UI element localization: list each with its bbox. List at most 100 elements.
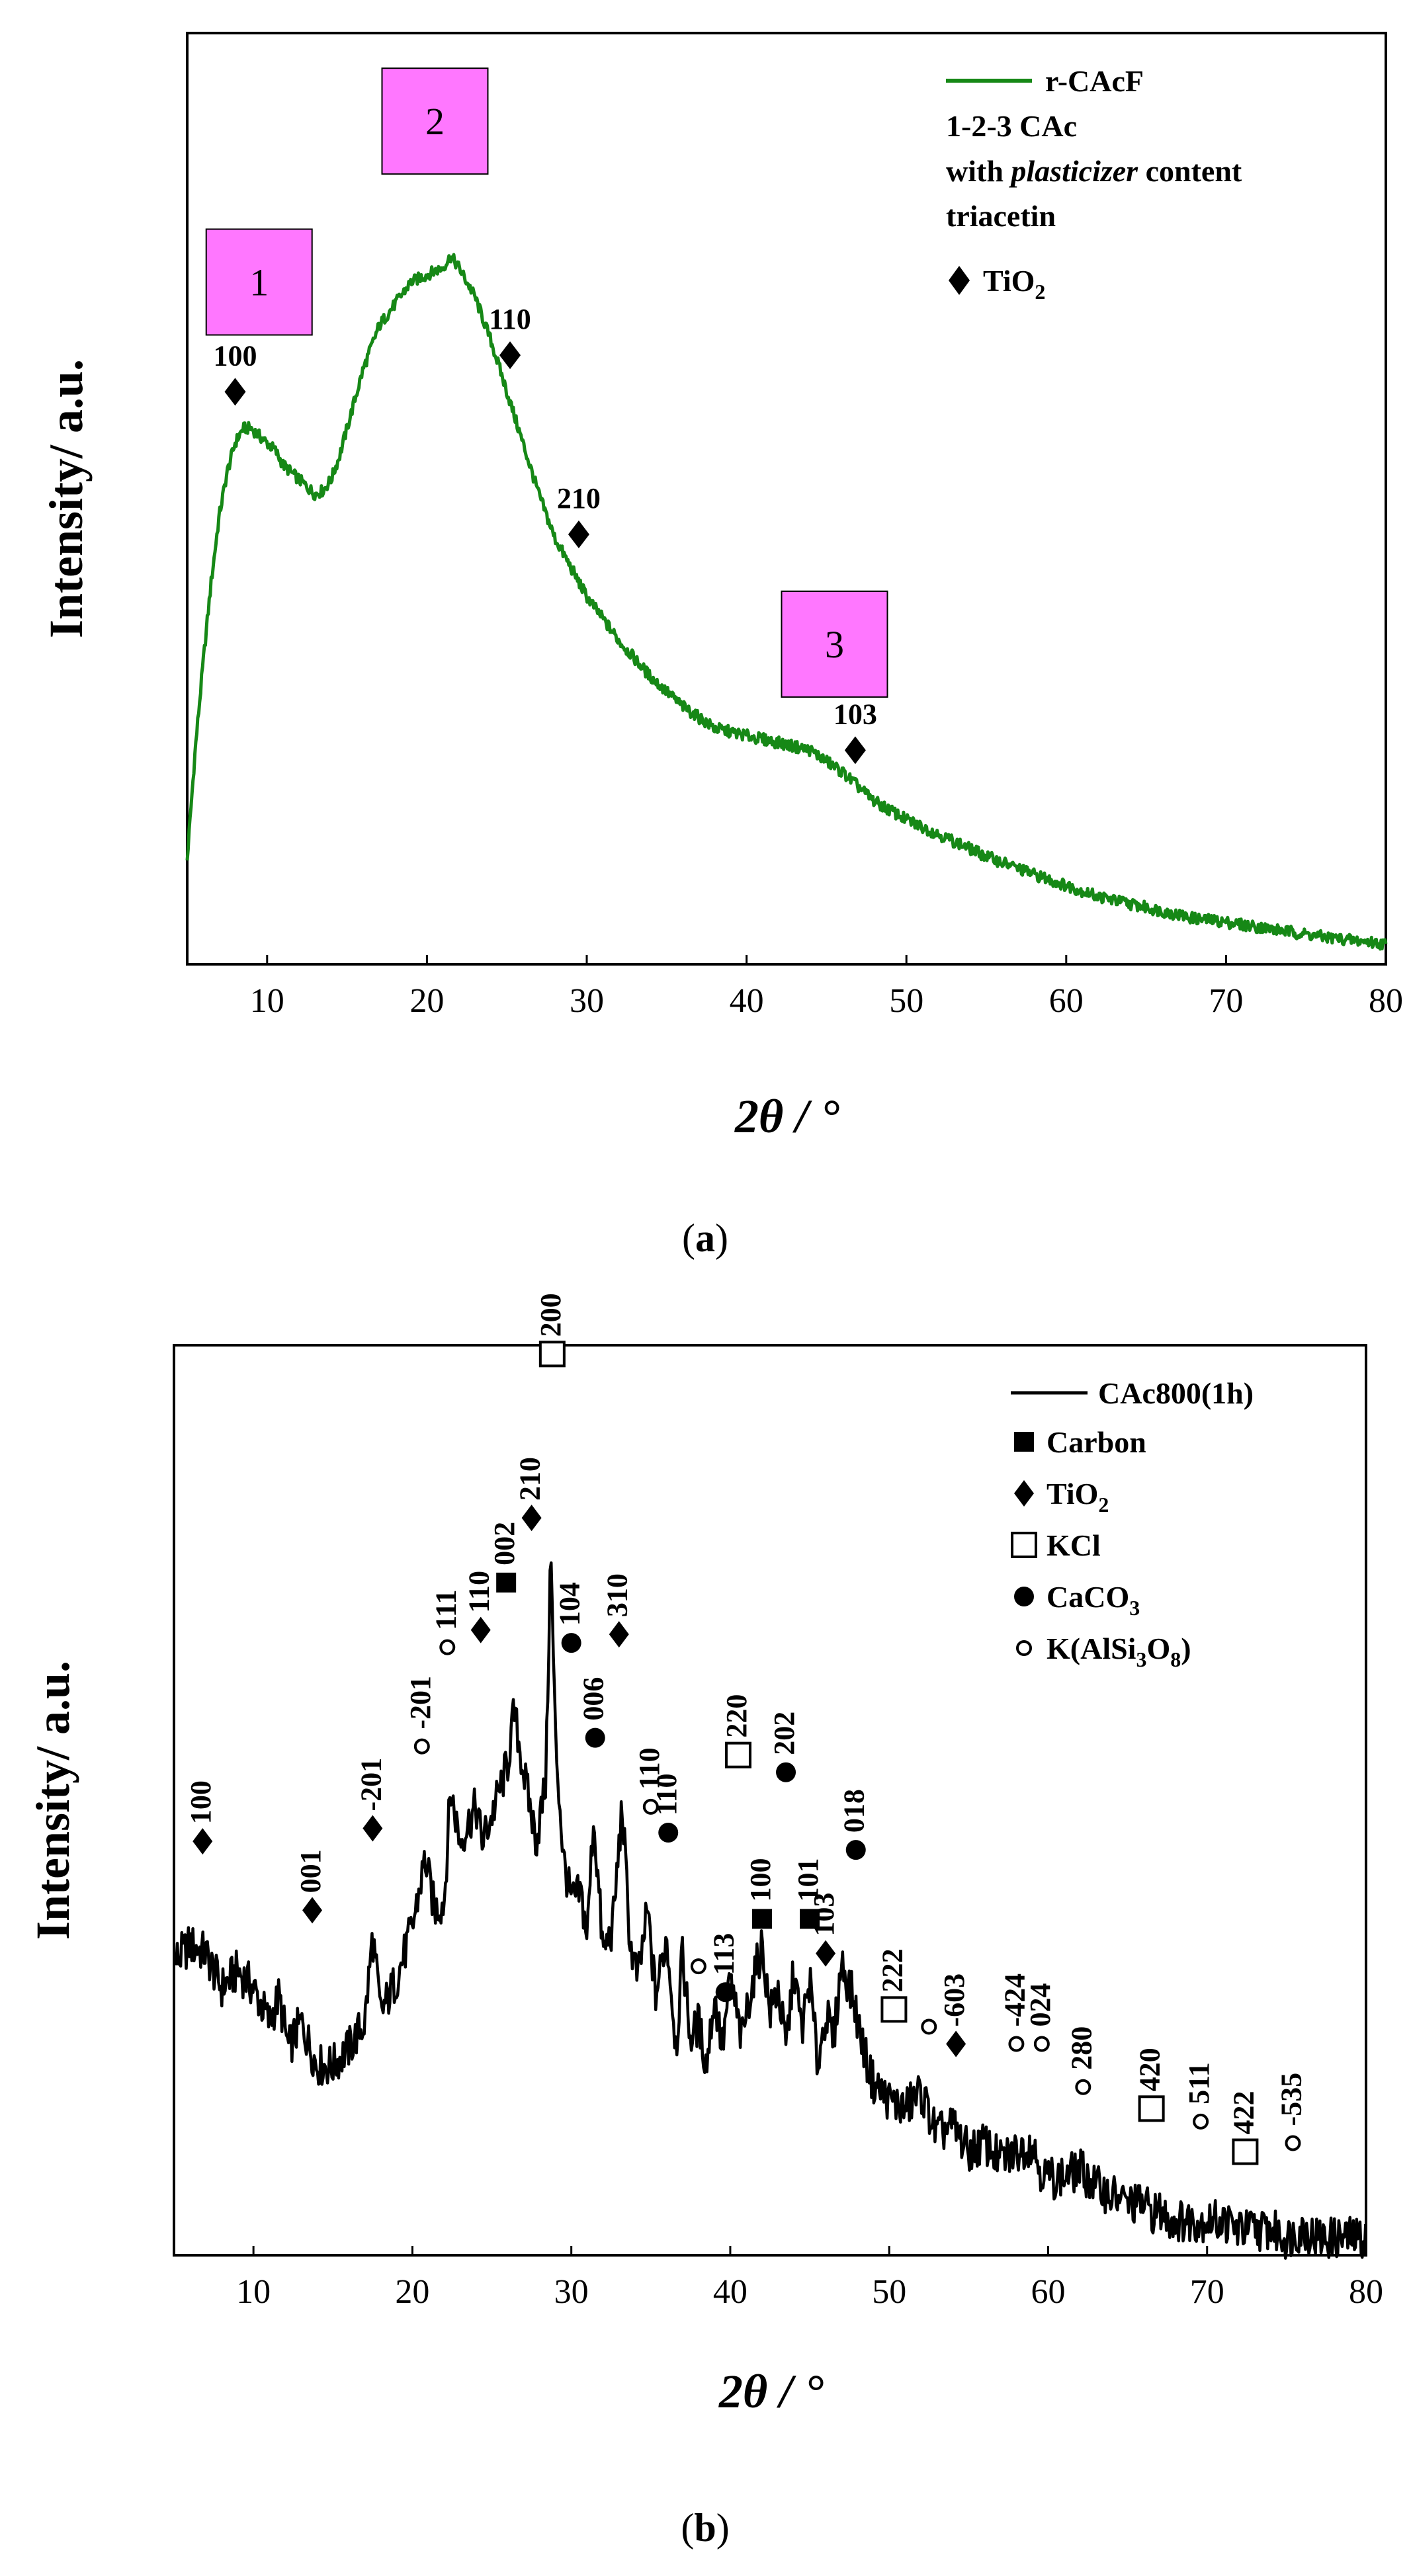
panel-b-hkl-label: 511 [1183,2062,1215,2104]
panel-a-legend-series-label: r-CAcF [1045,64,1144,98]
panel-a-peak-diamond-marker [499,341,521,370]
panel-a-legend-diamond-icon [949,266,970,295]
panel-b-x-tick-label: 40 [713,2273,748,2311]
panel-b-marker-kalsi3o8 [690,1958,706,1975]
panel-b-hkl-label: 110 [633,1747,665,1790]
panel-b-hkl-label: 100 [744,1858,777,1901]
panel-a-x-tick-label: 30 [570,982,604,1020]
panel-b-hkl-label: 024 [1024,1983,1056,2027]
panel-b-marker-kalsi3o8 [1033,2036,1050,2052]
panel-b-hkl-label: 001 [294,1849,327,1893]
panel-b-hkl-label: 006 [577,1677,610,1721]
panel-a-plot-frame [186,32,1387,966]
panel-b-marker-caco3 [776,1762,796,1782]
panel-b-marker-tio2 [816,1940,836,1967]
panel-b-chart: 10 20 30 40 50 60 70 80 100 -201110210310103-603… [26,1293,1383,2550]
panel-b-legend-entry-label: CaCO3 [1047,1580,1140,1620]
panel-b-hkl-label: 113 [708,1933,740,1975]
panel-a-peak-label: 110 [489,303,531,335]
panel-b-legend-series-label: CAc800(1h) [1098,1376,1254,1410]
panel-a-x-tick-labels: 10 20 30 40 50 60 70 80 [250,982,1403,1020]
panel-b-x-tick-label: 70 [1190,2273,1224,2311]
panel-a-region-label: 1 [249,261,269,304]
panel-b-x-tick-label: 20 [395,2273,429,2311]
panel-b-hkl-label: 280 [1065,2026,1097,2070]
panel-a-peak-diamond-marker [844,736,866,765]
panel-b-legend-entry-label: TiO2 [1047,1477,1109,1517]
panel-b-x-tick-label: 30 [554,2273,589,2311]
panel-a-legend-line-1: 1-2-3 CAc [946,109,1077,143]
panel-a-x-tick-label: 10 [250,982,284,1020]
panel-b-hkl-label: 210 [514,1457,546,1501]
panel-a-peak-diamond-marker [224,378,246,406]
panel-b-hkl-label: -201 [355,1758,387,1811]
panel-a-peak-label: 100 [213,339,257,372]
panel-b-marker-kalsi3o8 [1008,2036,1025,2052]
panel-b-hkl-label: -424 [998,1974,1031,2027]
panel-a-legend: r-CAcF 1-2-3 CAc with plasticizer conten… [946,64,1242,304]
panel-b-hkl-label: 111 [429,1590,462,1630]
panel-a-x-tick-label: 20 [409,982,444,1020]
panel-a-x-tick-label: 40 [730,982,764,1020]
panel-b-x-tick-label: 50 [872,2273,906,2311]
panel-b-series-line [173,1561,1367,2260]
panel-b-marker-tio2 [946,2030,966,2057]
panel-b-hkl-label: 018 [838,1789,871,1833]
panel-b-x-tick-label: 60 [1031,2273,1065,2311]
panel-b-y-axis-title: Intensity/ a.u. [26,1661,79,1940]
panel-a-series-line [185,253,1388,951]
panel-a-x-axis-title: 2θ / ° [734,1090,839,1143]
panel-b-hkl-label: 101 [792,1858,824,1901]
panel-b-marker-tio2 [521,1505,542,1532]
panel-b-legend-symbol-icon [1014,1480,1034,1507]
panel-a-caption: (a) [682,1216,728,1260]
panel-b-marker-tio2 [470,1616,491,1643]
panel-b-hkl-label: 202 [768,1712,800,1755]
panel-a-x-tick-label: 50 [889,982,923,1020]
panel-a-region-box [205,228,313,336]
panel-b-marker-kalsi3o8 [642,1798,659,1815]
panel-a-region-label: 3 [825,623,844,666]
panel-b-hkl-label: 002 [488,1522,521,1565]
panel-a-chart: 10 20 30 40 50 60 70 80 1 2 3 100 110 210 103 r-CAcF… [40,32,1403,1260]
panel-b-hkl-label: 422 [1227,2091,1260,2135]
panel-b-legend-symbol-icon [1011,1532,1037,1558]
panel-b-marker-caco3 [845,1840,866,1860]
panel-b-marker-carbon [800,1909,820,1929]
panel-b-x-ticks [252,2246,1367,2255]
panel-b-hkl-label: 310 [601,1573,634,1617]
panel-b-marker-kalsi3o8 [1075,2079,1091,2095]
panel-b-plot-frame [173,1344,1367,2257]
panel-b-hkl-label: 110 [463,1571,495,1613]
panel-b-legend-symbol-icon [1014,1587,1034,1606]
panel-b-hkl-label: -535 [1275,2073,1307,2126]
panel-b-marker-caco3 [585,1727,605,1748]
panel-b-hkl-label: 220 [720,1694,753,1738]
panel-a-region-box [781,590,888,698]
panel-b-legend-entry-label: Carbon [1047,1425,1146,1459]
panel-b-marker-kcl [724,1741,751,1768]
panel-b-legend-symbol-icon [1016,1640,1032,1656]
panel-a-x-tick-label: 70 [1209,982,1243,1020]
panel-a-peak-label: 103 [834,698,877,730]
panel-b-marker-kalsi3o8 [921,2018,937,2035]
panel-b-marker-tio2 [192,1828,213,1855]
panel-b-marker-kcl [880,1996,908,2023]
panel-a-peak-markers: 100 110 210 103 [213,303,877,765]
panel-b-hkl-label: 222 [876,1948,908,1992]
panel-b-x-tick-labels: 10 20 30 40 50 60 70 80 [236,2273,1383,2311]
panel-b-hkl-label: 200 [534,1293,567,1337]
panel-b-marker-kalsi3o8 [1285,2135,1301,2151]
panel-b-marker-caco3 [715,1982,736,2003]
panel-b-marker-tio2 [363,1815,383,1842]
panel-a-legend-line-3: triacetin [946,199,1056,233]
panel-a-x-tick-label: 80 [1369,982,1403,1020]
panel-b-x-tick-label: 10 [236,2273,271,2311]
panel-b-marker-kcl [1138,2095,1165,2122]
panel-b-marker-caco3 [561,1633,581,1653]
panel-b-legend-entry-label: K(AlSi3O8) [1047,1632,1191,1671]
panel-a-x-tick-label: 60 [1049,982,1084,1020]
panel-a-peak-label: 210 [557,482,601,515]
panel-a-peak-diamond-marker [568,520,589,549]
